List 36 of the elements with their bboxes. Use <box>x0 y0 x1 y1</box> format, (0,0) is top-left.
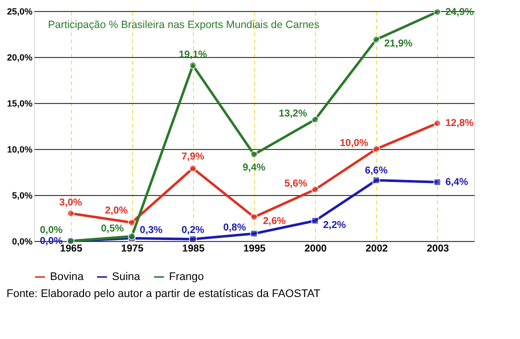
x-tick-label: 2002 <box>366 244 388 254</box>
legend-label: Bovina <box>50 271 85 283</box>
data-label: 5,6% <box>284 178 308 190</box>
data-label: 6,4% <box>445 177 468 188</box>
data-label: 10,0% <box>340 138 368 149</box>
source-note: Fonte: Elaborado pelo autor a partir de estatísticas da FAOSTAT <box>6 288 321 300</box>
x-tick-label: 1965 <box>60 244 83 254</box>
data-label: 9,4% <box>242 162 266 174</box>
data-label: 0,0% <box>40 225 63 236</box>
data-label: 13,2% <box>278 108 308 120</box>
data-label: 12,8% <box>445 118 474 130</box>
legend-label: Frango <box>169 271 204 283</box>
x-tick-label: 1995 <box>243 244 266 254</box>
y-tick-label: 0,0% <box>12 236 32 246</box>
y-tick-label: 20,0% <box>6 52 32 62</box>
data-label: 2,0% <box>104 206 128 217</box>
y-tick-label: 15,0% <box>6 98 32 108</box>
x-tick-label: 2003 <box>426 244 450 254</box>
data-label: 0,8% <box>223 222 246 234</box>
data-label: 21,9% <box>384 38 413 50</box>
x-tick-label: 1975 <box>121 244 144 254</box>
data-label: 6,6% <box>364 165 388 176</box>
y-tick-label: 25,0% <box>6 6 32 16</box>
data-label: 3,0% <box>59 197 82 208</box>
data-label: 7,9% <box>181 151 204 162</box>
text: Participação % Brasileira nas Exports Mundiais de Carnes <box>48 19 320 31</box>
x-tick-label: 1985 <box>182 244 205 254</box>
legend-label: Suina <box>112 271 142 283</box>
data-label: 0,3% <box>140 225 163 236</box>
x-tick-label: 2000 <box>304 244 328 254</box>
y-tick-label: 5,0% <box>12 190 32 200</box>
data-label: 0,2% <box>181 225 204 236</box>
y-tick-label: 10,0% <box>6 144 32 154</box>
data-label: 0,5% <box>100 223 124 234</box>
data-label: 2,6% <box>263 216 286 228</box>
data-label: 2,2% <box>323 220 346 231</box>
